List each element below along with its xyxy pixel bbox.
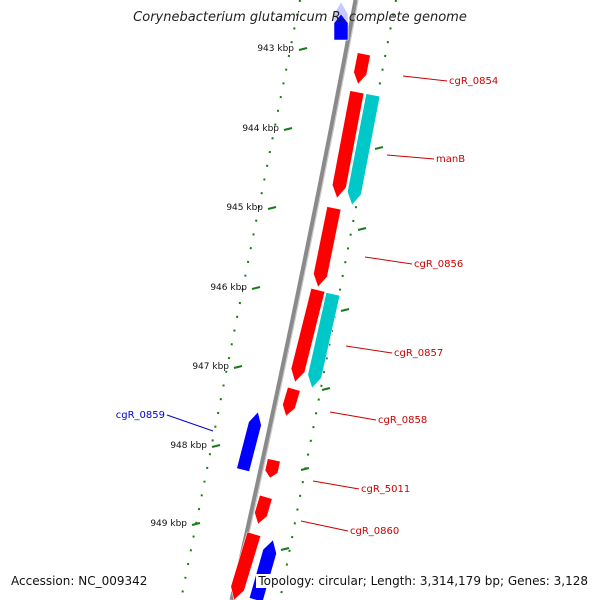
gene-arrow-cgR_0859[interactable]: [236, 411, 262, 472]
tick-guide-line: [180, 0, 301, 600]
gene-label[interactable]: cgR_0856: [414, 259, 463, 270]
gene-labels: cgR_0854 manB cgR_0856 cgR_0857 cgR_0858 cgR_…: [116, 75, 498, 537]
gene-leader-line: [402, 75, 448, 82]
gene-leader-line: [364, 256, 413, 265]
minor-tick-mark: [280, 547, 290, 551]
genome-backbone: [229, 0, 359, 600]
map-title: Corynebacterium glutamicum R, complete g…: [133, 10, 467, 25]
scale-tick-label: 947 kbp: [192, 362, 229, 372]
gene-leader-line: [312, 480, 360, 490]
scale-tick-mark: [298, 47, 308, 51]
scale-tick-mark: [191, 522, 201, 526]
gene-leader-line: [300, 520, 349, 532]
cds-arrow-manB[interactable]: [347, 93, 381, 206]
gene-arrow-cgR_0854[interactable]: [353, 52, 371, 85]
cds-arrow-cgR_0857[interactable]: [307, 292, 341, 389]
scale-ticks: 943 kbp 944 kbp 945 kbp 946 kbp 947 kbp 948 k…: [150, 44, 384, 551]
accession-label: Accession: NC_009342: [9, 574, 150, 588]
gene-label[interactable]: cgR_0859: [116, 410, 165, 421]
gene-arrow-cgR_5011[interactable]: [264, 458, 281, 479]
gene-arrow-cgR_0856[interactable]: [313, 206, 342, 288]
gene-label[interactable]: cgR_5011: [361, 484, 410, 495]
gene-arrow-cgR_0858[interactable]: [282, 386, 301, 417]
gene-label[interactable]: cgR_0857: [394, 348, 443, 359]
reverse-gene-partial-body[interactable]: [333, 13, 349, 41]
scale-tick-label: 945 kbp: [226, 203, 263, 213]
genome-stats: Topology: circular; Length: 3,314,179 bp…: [256, 574, 590, 588]
scale-tick-mark: [233, 365, 243, 369]
scale-tick-mark: [211, 444, 221, 448]
gene-label[interactable]: cgR_0854: [449, 76, 498, 87]
gene-arrow-cgR_0857[interactable]: [290, 287, 326, 383]
gene-leader-line: [166, 414, 214, 432]
gene-label[interactable]: manB: [436, 154, 465, 165]
scale-tick-label: 948 kbp: [170, 441, 207, 451]
minor-tick-mark: [300, 467, 310, 471]
scale-tick-label: 944 kbp: [242, 124, 279, 134]
gene-leader-line: [386, 154, 435, 160]
gene-leader-line: [345, 345, 393, 354]
gene-arrow-bottom-forward[interactable]: [230, 531, 262, 600]
minor-tick-mark: [374, 146, 384, 150]
minor-tick-mark: [340, 308, 350, 312]
scale-tick-label: 943 kbp: [257, 44, 294, 54]
scale-tick-label: 949 kbp: [150, 519, 187, 529]
tick-guides: [180, 0, 397, 600]
scale-tick-mark: [267, 206, 277, 210]
gene-arrow-bottom-reverse[interactable]: [248, 539, 277, 600]
scale-tick-label: 946 kbp: [210, 283, 247, 293]
gene-arrow-cgR_0860[interactable]: [254, 494, 273, 525]
scale-tick-mark: [251, 286, 261, 290]
genome-backbone-highlight: [233, 0, 359, 600]
minor-tick-mark: [357, 227, 367, 231]
gene-label[interactable]: cgR_0858: [378, 415, 427, 426]
gene-leader-line: [329, 411, 377, 421]
gene-arrow-manB[interactable]: [332, 90, 365, 199]
gene-features: [230, 1, 381, 600]
minor-tick-mark: [321, 387, 331, 391]
scale-tick-mark: [283, 127, 293, 131]
gene-label[interactable]: cgR_0860: [350, 526, 399, 537]
